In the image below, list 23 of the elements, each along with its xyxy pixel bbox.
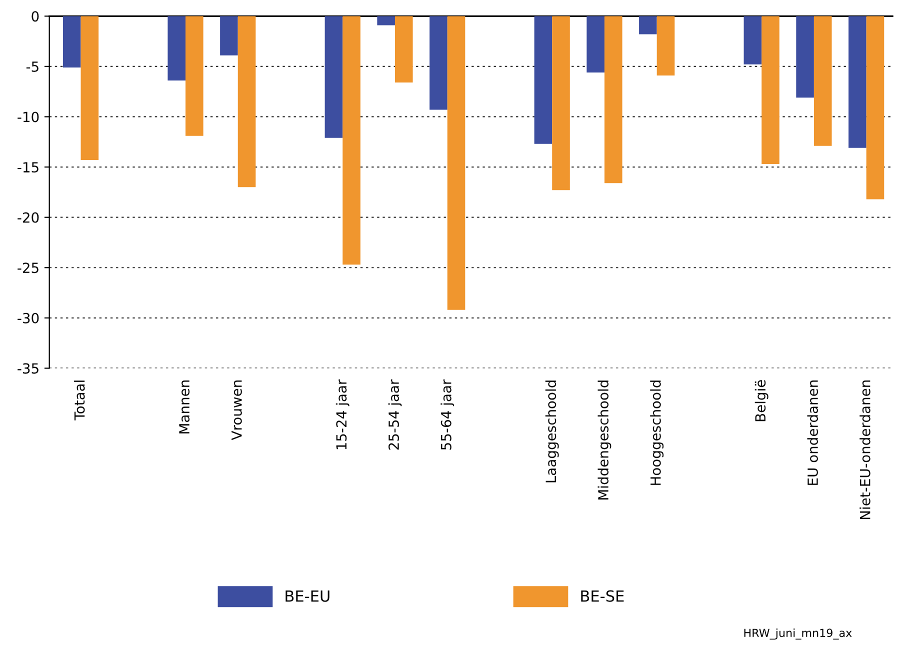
x-tick-label: Niet-EU-onderdanen bbox=[860, 380, 870, 520]
y-tick-label: -10 bbox=[18, 112, 39, 122]
legend-label: BE-EU bbox=[286, 590, 330, 602]
y-tick-label: -30 bbox=[18, 312, 39, 324]
x-tick-label: Middengeschoold bbox=[598, 380, 612, 500]
x-tick-label: Vrouwen bbox=[232, 380, 242, 440]
y-tick-label: -35 bbox=[18, 363, 38, 374]
y-tick-label: 0 bbox=[32, 11, 39, 22]
x-tick-label: Hooggeschoold bbox=[650, 380, 664, 485]
y-tick-label: -15 bbox=[18, 162, 38, 173]
text: HRW_juni_mn19_ax bbox=[744, 628, 852, 640]
y-tick-label: -5 bbox=[26, 62, 38, 72]
y-tick-label: -20 bbox=[18, 212, 39, 223]
x-tick-label: Mannen bbox=[179, 380, 190, 434]
x-tick-label: 15-24 jaar bbox=[336, 379, 350, 450]
x-tick-label: 55-64 jaar bbox=[440, 379, 454, 450]
x-tick-label: EU onderdanen bbox=[807, 380, 818, 485]
x-tick-label: 25-54 jaar bbox=[388, 379, 402, 450]
x-tick-label: Totaal bbox=[74, 380, 85, 420]
legend-label: BE-SE bbox=[581, 590, 624, 602]
x-tick-label: Laaggeschoold bbox=[545, 380, 559, 482]
y-tick-label: -25 bbox=[18, 262, 38, 274]
x-tick-label: België bbox=[754, 380, 768, 422]
